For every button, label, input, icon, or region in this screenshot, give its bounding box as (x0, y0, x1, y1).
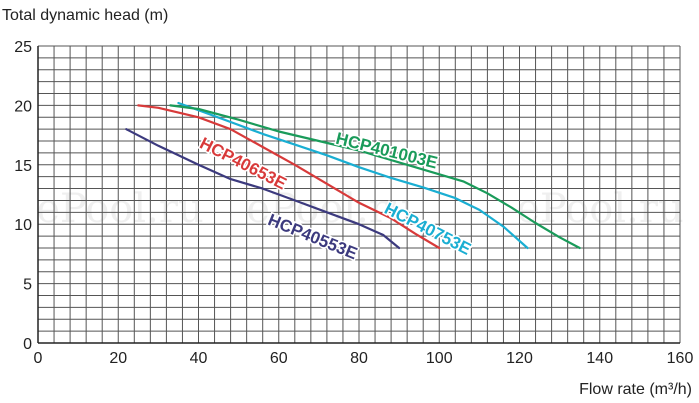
x-tick-label: 0 (34, 350, 43, 367)
y-tick-labels: 0 5 10 15 20 25 (14, 39, 32, 353)
x-tick-label: 20 (109, 350, 127, 367)
series-line (177, 101, 529, 250)
y-tick-label: 25 (14, 39, 32, 56)
x-tick-label: 160 (667, 350, 694, 367)
series-line (125, 128, 401, 250)
x-tick-label: 60 (270, 350, 288, 367)
x-tick-label: 40 (190, 350, 208, 367)
y-axis-title: Total dynamic head (m) (2, 7, 168, 24)
y-tick-label: 15 (14, 158, 32, 175)
x-tick-labels: 0 20 40 60 80 100 120 140 160 (34, 350, 694, 367)
series-label: HCP40653E (197, 134, 290, 194)
chart-grid (37, 45, 681, 344)
chart-axes (37, 46, 680, 344)
watermark-text: ePool.ru (36, 186, 204, 232)
x-tick-label: 120 (506, 350, 533, 367)
x-tick-label: 100 (426, 350, 453, 367)
x-axis-title: Flow rate (m³/h) (579, 381, 692, 398)
series-lines (125, 101, 581, 250)
y-tick-label: 20 (14, 98, 32, 115)
y-tick-label: 5 (23, 277, 32, 294)
x-tick-label: 80 (350, 350, 368, 367)
y-tick-label: 10 (14, 217, 32, 234)
series-line (169, 104, 581, 250)
y-tick-label: 0 (23, 336, 32, 353)
x-tick-label: 140 (586, 350, 613, 367)
series-line (137, 104, 441, 250)
